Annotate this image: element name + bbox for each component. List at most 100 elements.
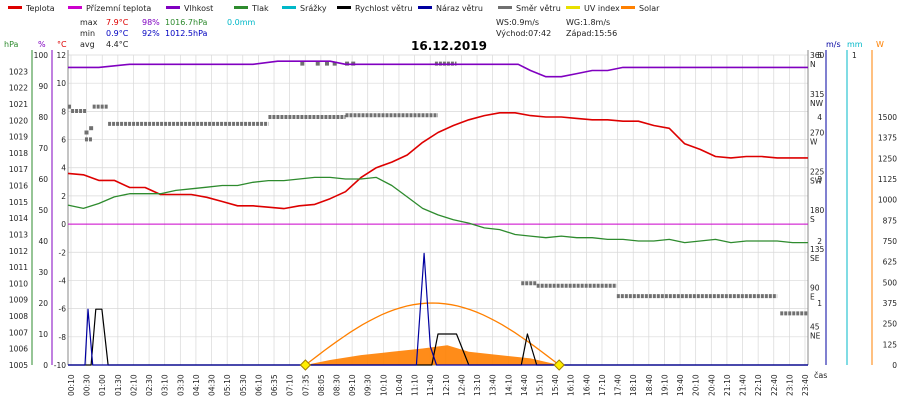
wind-direction-dot [89,126,94,131]
dir-tick-value: 45 [810,322,820,331]
x-tick-label: 14:10 [504,374,513,396]
hum-tick-label: 20 [38,299,48,308]
temp-tick-label: 10 [56,79,66,88]
legend: Teplota Přízemní teplota Vlhkost Tlak Srážky… [8,4,660,13]
press-tick-label: 1019 [9,133,28,142]
legend-label-9: Solar [639,4,660,13]
legend-label-1: Přízemní teplota [86,4,151,13]
series-temperature [67,112,808,210]
solar-tick-label: 875 [883,216,898,225]
hum-tick-label: 40 [38,237,48,246]
x-tick-label: 19:10 [660,374,669,396]
x-tick-label: 15:40 [551,374,560,396]
solar-tick-label: 625 [883,258,898,267]
legend-label-4: Srážky [300,4,327,13]
solar-tick-label: 125 [883,340,898,349]
x-tick-label: 00:30 [83,374,92,396]
press-tick-label: 1015 [9,198,28,207]
x-tick-label: 03:10 [161,374,170,396]
stats-min-press: 1012.5hPa [165,29,208,38]
press-tick-label: 1014 [9,214,28,223]
x-tick-label: 04:10 [192,374,201,396]
wind-tick-label: 2 [817,237,822,246]
x-tick-label: 22:10 [754,374,763,396]
legend-swatch-1 [68,6,82,9]
legend-label-6: Náraz větru [436,4,483,13]
dir-tick-value: 315 [810,90,825,99]
legend-label-2: Vlhkost [184,4,213,13]
solar-clear-sky-curve [305,302,560,366]
temp-tick-label: -8 [59,333,67,342]
solar-tick-label: 750 [883,237,898,246]
x-tick-label: 17:10 [598,374,607,396]
x-tick-label: 02:10 [129,374,138,396]
dir-tick-compass: S [810,215,815,224]
x-tick-label: 14:40 [520,374,529,396]
wind-direction-dot [84,130,89,135]
stats-avg-temp: 4.4°C [106,40,129,49]
press-tick-label: 1009 [9,296,28,305]
dir-tick-compass: N [810,60,816,69]
dir-tick-value: 90 [810,284,820,293]
dir-tick-value: 225 [810,167,825,176]
wind-direction-dot [300,61,305,66]
hum-tick-label: 0 [43,361,48,370]
press-tick-label: 1008 [9,312,28,321]
hum-tick-label: 80 [38,113,48,122]
sunset-marker [553,359,565,371]
x-tick-label: 17:40 [614,374,623,396]
legend-swatch-4 [282,6,296,9]
legend-swatch-0 [8,6,22,9]
x-tick-label: 00:10 [67,374,76,396]
press-tick-label: 1022 [9,84,28,93]
x-tick-label: 04:30 [208,374,217,396]
legend-swatch-5 [337,6,351,9]
hum-tick-label: 90 [38,82,48,91]
x-tick-label: 05:10 [223,374,232,396]
hum-tick-label: 50 [38,206,48,215]
x-tick-label: 08:30 [332,374,341,396]
sunrise-marker [299,359,312,371]
x-tick-label: 06:10 [254,374,263,396]
x-tick-label: 13:40 [489,374,498,396]
x-tick-label: 03:30 [176,374,185,396]
wind-direction-dot [325,61,329,66]
x-tick-label: 16:10 [567,374,576,396]
press-tick-label: 1021 [9,100,28,109]
legend-label-7: Směr větru [516,4,561,13]
legend-swatch-2 [166,6,180,9]
wind-tick-label: 5 [817,51,822,60]
plot-area [67,60,808,371]
x-tick-label: 23:10 [785,374,794,396]
press-tick-label: 1011 [9,263,28,272]
x-tick-label: 02:30 [145,374,154,396]
stats-max-label: max [80,18,98,27]
press-tick-label: 1006 [9,345,28,354]
series-wind-gust [68,252,808,366]
stats-rain: 0.0mm [227,18,256,27]
temp-tick-label: 4 [61,164,66,173]
x-tick-label: 22:40 [770,374,779,396]
dir-tick-compass: SE [810,254,820,263]
stats-block: max 7.9°C 98% 1016.7hPa 0.0mm min 0.9°C … [80,18,617,49]
temp-tick-label: -2 [59,248,67,257]
x-tick-label: 11:10 [411,374,420,396]
x-tick-label: 18:40 [645,374,654,396]
stats-min-label: min [80,29,95,38]
x-tick-label: 12:10 [442,374,451,396]
dir-tick-compass: SW [810,176,823,185]
unit-rain: mm [847,40,863,49]
solar-tick-label: 1375 [878,134,897,143]
stats-max-temp: 7.9°C [106,18,129,27]
x-tick-label: 13:10 [473,374,482,396]
stats-min-temp: 0.9°C [106,29,129,38]
hum-tick-label: 10 [38,330,48,339]
unit-time: čas [814,370,827,380]
hum-tick-label: 70 [38,144,48,153]
press-tick-label: 1013 [9,230,28,239]
x-tick-label: 11:40 [426,374,435,396]
solar-tick-label: 250 [883,320,898,329]
dir-tick-compass: E [810,293,815,302]
x-tick-label: 18:10 [629,374,638,396]
dir-tick-compass: W [810,138,818,147]
